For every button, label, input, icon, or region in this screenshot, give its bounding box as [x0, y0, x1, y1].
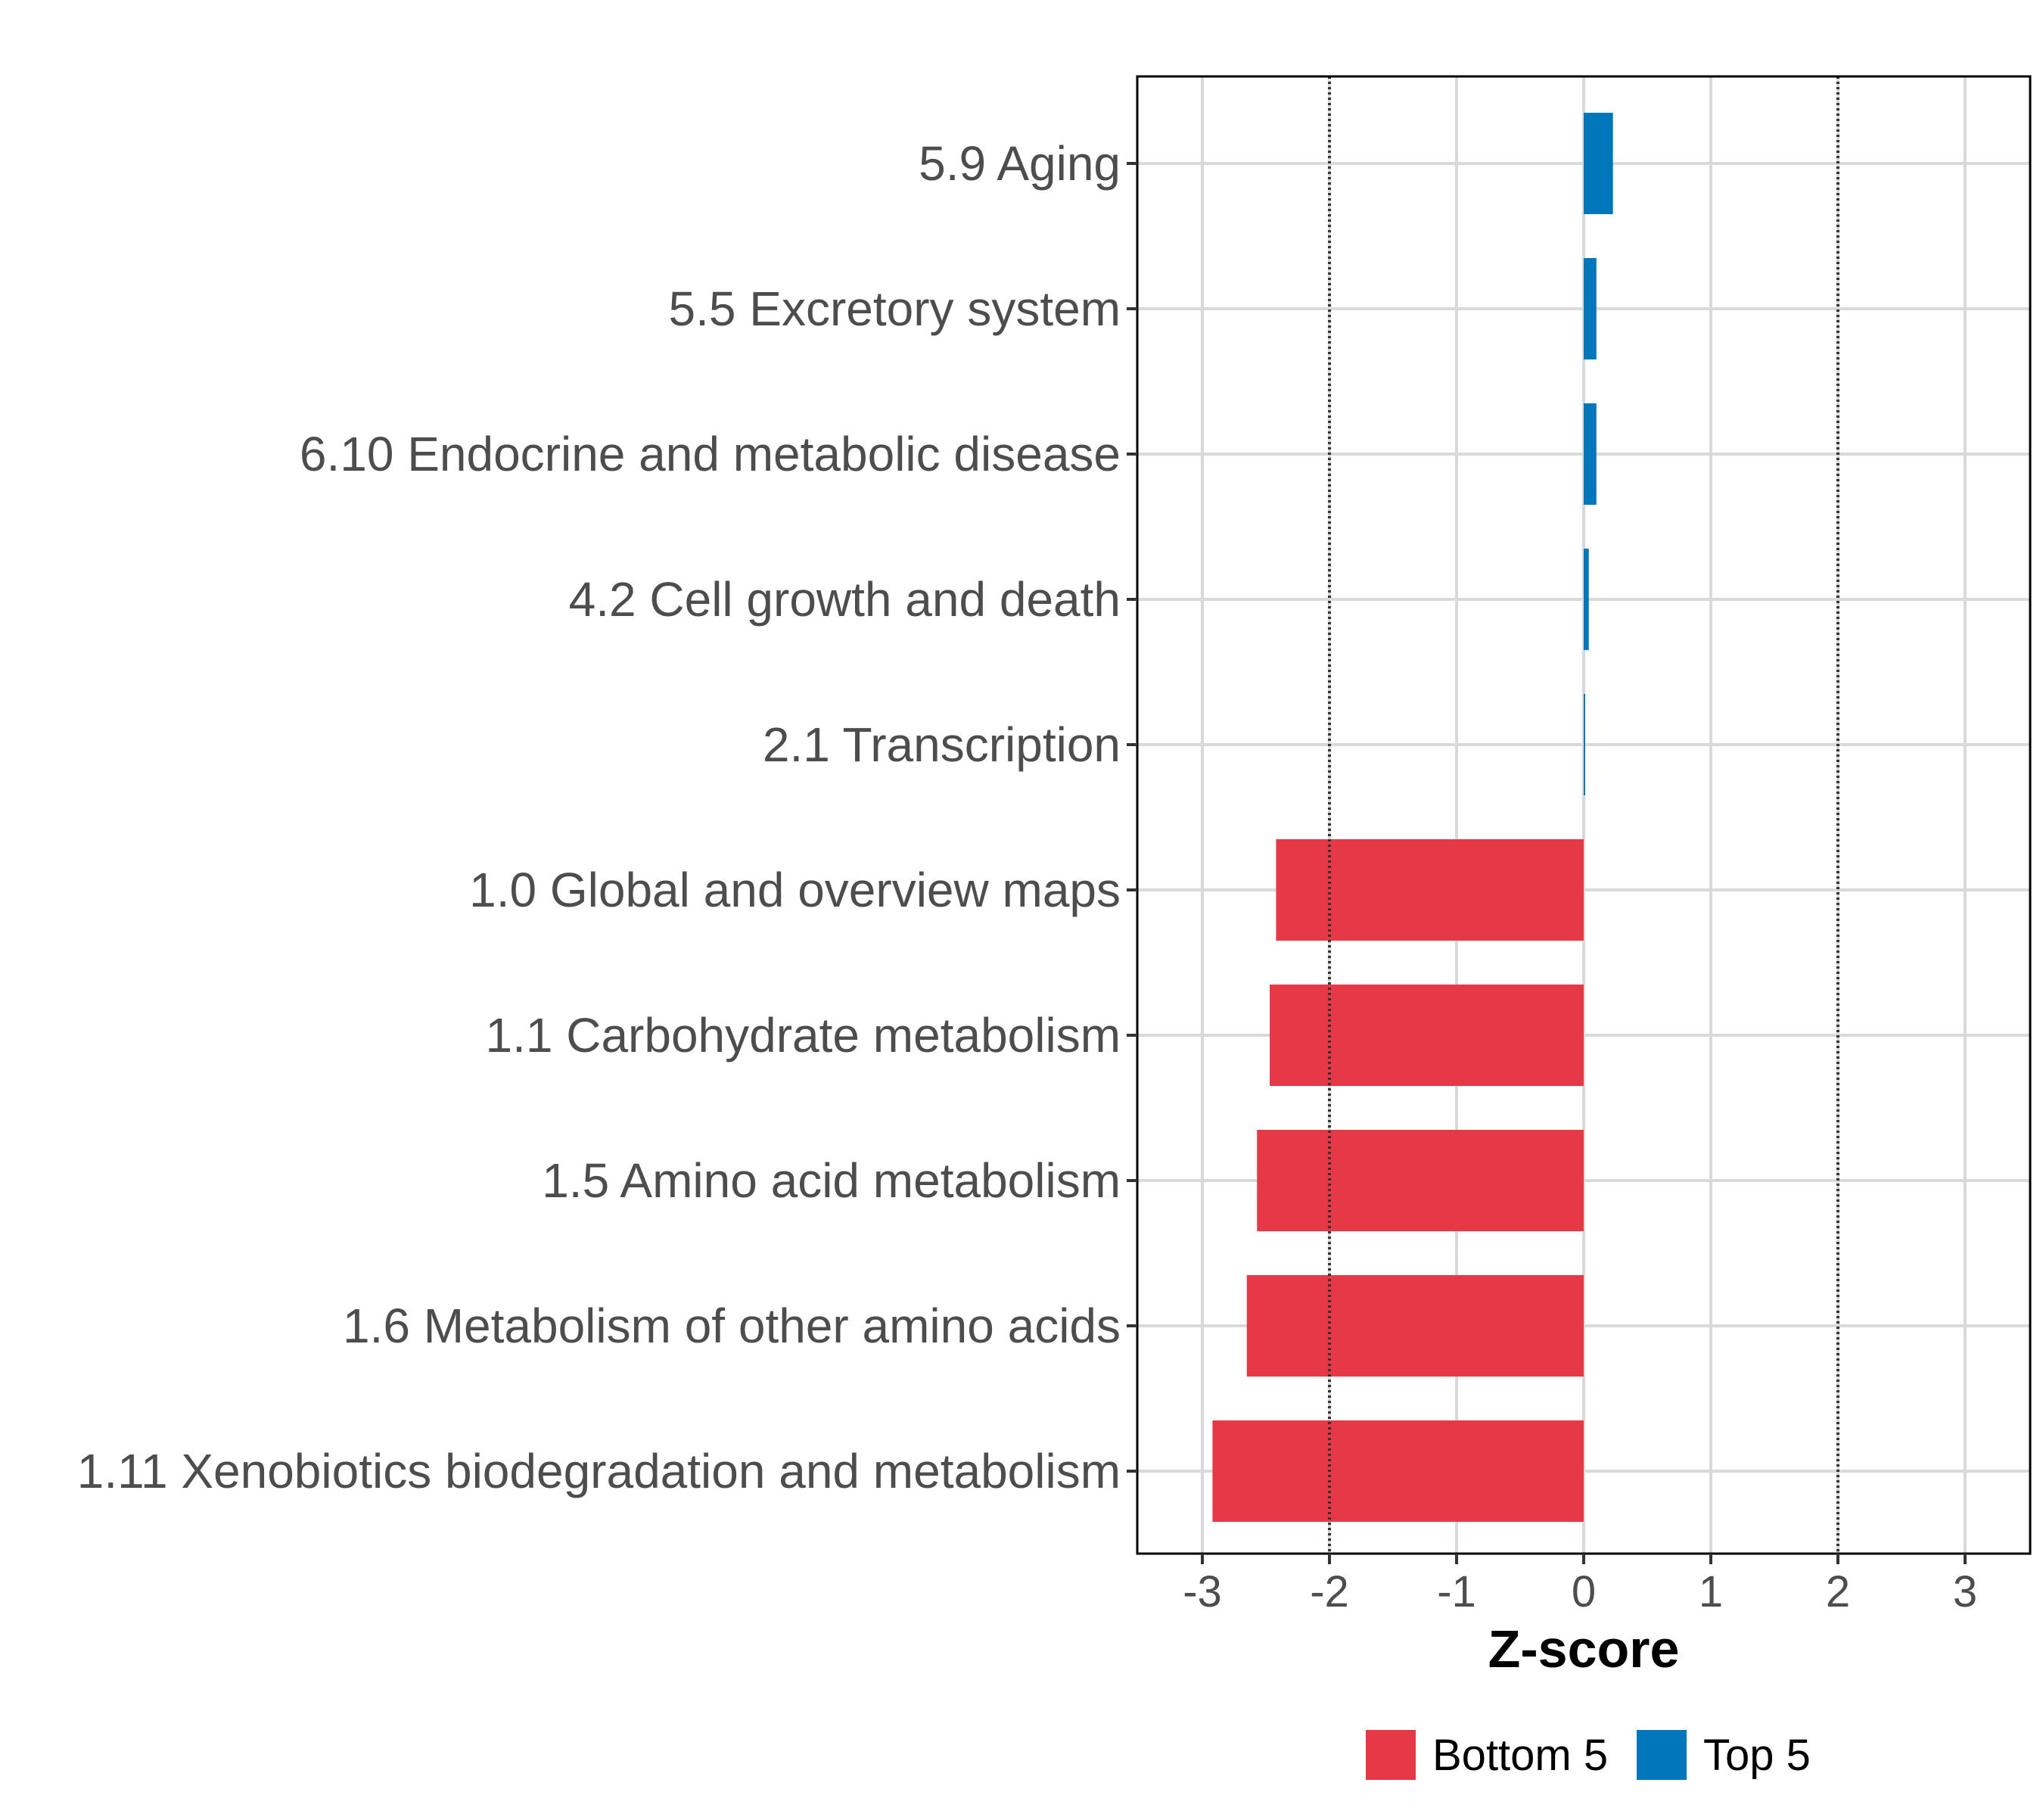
category-label: 4.2 Cell growth and death	[569, 572, 1121, 627]
bar	[1584, 549, 1589, 650]
x-tick-label: -3	[1183, 1567, 1222, 1616]
x-tick-label: -2	[1310, 1567, 1349, 1616]
bar	[1584, 113, 1613, 214]
x-axis: -3 -2 -1 0 1 2 3	[1183, 1554, 1977, 1616]
x-tick-label: -1	[1437, 1567, 1476, 1616]
category-label: 5.9 Aging	[919, 136, 1121, 191]
bar	[1276, 839, 1584, 941]
x-tick-label: 1	[1699, 1567, 1723, 1616]
bar	[1257, 1130, 1584, 1231]
bars-layer	[1212, 113, 1613, 1522]
category-label: 2.1 Transcription	[763, 717, 1121, 772]
category-label: 1.5 Amino acid metabolism	[542, 1153, 1121, 1208]
x-axis-title: Z-score	[1488, 1619, 1680, 1678]
reference-lines	[1328, 76, 1839, 1554]
bar	[1270, 985, 1584, 1086]
category-label: 5.5 Excretory system	[669, 282, 1121, 336]
category-label: 1.6 Metabolism of other amino acids	[343, 1299, 1121, 1353]
legend-label: Bottom 5	[1432, 1731, 1608, 1780]
category-label: 6.10 Endocrine and metabolic disease	[300, 427, 1121, 481]
bar	[1212, 1420, 1584, 1522]
x-tick-label: 2	[1826, 1567, 1850, 1616]
bar	[1584, 403, 1597, 505]
bar	[1584, 258, 1597, 359]
y-axis: 5.9 Aging 5.5 Excretory system 6.10 Endocr…	[77, 136, 1137, 1498]
legend-key	[1637, 1730, 1687, 1780]
x-tick-label: 0	[1572, 1567, 1596, 1616]
x-tick-label: 3	[1953, 1567, 1977, 1616]
legend: Bottom 5 Top 5	[1366, 1730, 1811, 1780]
bar	[1246, 1275, 1584, 1377]
legend-key	[1366, 1730, 1416, 1780]
category-label: 1.11 Xenobiotics biodegradation and meta…	[77, 1444, 1121, 1498]
bar	[1584, 694, 1585, 795]
category-label: 1.1 Carbohydrate metabolism	[485, 1008, 1121, 1062]
category-label: 1.0 Global and overview maps	[469, 863, 1121, 917]
legend-label: Top 5	[1703, 1731, 1811, 1780]
